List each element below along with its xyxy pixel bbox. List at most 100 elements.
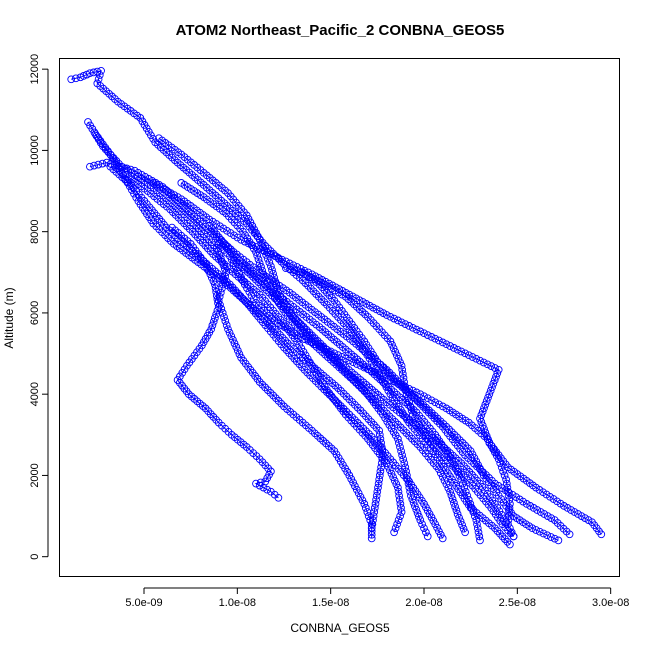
data-point: [382, 374, 391, 383]
data-point: [391, 524, 400, 533]
data-point: [400, 382, 409, 390]
data-point: [377, 443, 386, 451]
data-point: [227, 332, 236, 341]
data-point: [224, 325, 232, 334]
data-point: [397, 381, 406, 390]
data-point: [370, 508, 379, 516]
data-point: [420, 392, 428, 401]
data-point: [361, 504, 370, 512]
data-point: [359, 409, 368, 418]
data-point: [455, 513, 463, 522]
data-point: [377, 459, 386, 468]
data-point: [132, 193, 141, 202]
data-point: [325, 391, 334, 399]
data-point: [278, 255, 286, 264]
data-point: [171, 231, 180, 240]
data-point: [211, 284, 220, 293]
data-point: [450, 430, 459, 439]
x-tick-label: 3.0e-08: [592, 597, 629, 609]
data-point: [415, 512, 423, 521]
data-point: [366, 392, 374, 401]
data-point: [390, 314, 398, 323]
data-points-layer: [67, 66, 606, 549]
data-point: [498, 532, 507, 541]
data-point: [378, 363, 387, 372]
data-point: [483, 360, 492, 369]
data-point: [324, 348, 333, 356]
data-point: [430, 411, 439, 420]
data-point: [175, 378, 184, 387]
data-point: [224, 281, 232, 290]
data-point: [259, 283, 268, 292]
data-point: [355, 305, 364, 314]
data-point: [258, 266, 267, 275]
data-point: [266, 388, 275, 397]
data-point: [260, 306, 268, 315]
data-point: [128, 186, 136, 194]
data-point: [274, 493, 283, 502]
data-point: [431, 398, 440, 407]
data-point: [209, 250, 217, 258]
data-point: [409, 406, 418, 414]
data-point: [165, 151, 174, 159]
data-point: [218, 276, 227, 285]
data-point: [327, 350, 336, 359]
data-point: [211, 314, 219, 322]
data-point: [401, 398, 410, 407]
data-point: [439, 420, 448, 428]
data-point: [452, 506, 461, 515]
series-line: [218, 243, 515, 537]
data-point: [388, 415, 397, 423]
data-point: [294, 317, 302, 326]
data-point: [202, 232, 211, 241]
data-point: [352, 302, 361, 311]
data-point: [213, 306, 222, 315]
data-point: [291, 314, 300, 323]
data-point: [226, 284, 235, 292]
x-tick-label: 1.5e-08: [312, 597, 349, 609]
data-point: [466, 500, 475, 508]
data-point: [243, 299, 252, 308]
data-point: [487, 362, 496, 370]
data-point: [405, 322, 413, 330]
data-point: [391, 347, 400, 356]
data-point: [398, 451, 406, 459]
data-point: [375, 475, 384, 484]
data-point: [272, 394, 280, 403]
data-point: [314, 292, 323, 301]
series-profile: [177, 179, 469, 537]
data-point: [345, 471, 354, 480]
data-point: [412, 408, 421, 417]
data-point: [500, 471, 509, 480]
data-point: [456, 436, 464, 445]
data-point: [376, 467, 385, 476]
data-point: [505, 495, 514, 504]
data-point: [159, 146, 168, 154]
data-point: [403, 475, 412, 484]
data-point: [397, 508, 406, 516]
data-point: [397, 447, 405, 455]
data-point: [502, 475, 510, 484]
x-tick-label: 2.5e-08: [499, 597, 536, 609]
data-point: [205, 235, 213, 244]
data-point: [310, 334, 319, 342]
data-point: [435, 465, 443, 474]
data-point: [431, 334, 440, 343]
data-point: [428, 409, 436, 417]
data-point: [476, 536, 484, 545]
data-point: [271, 294, 279, 303]
data-point: [229, 335, 237, 344]
data-point: [257, 304, 266, 312]
data-point: [367, 418, 376, 426]
data-point: [371, 368, 380, 377]
data-point: [472, 354, 481, 363]
data-point: [399, 426, 408, 435]
data-point: [361, 310, 370, 319]
data-point: [257, 280, 265, 289]
data-point: [447, 428, 456, 436]
data-point: [155, 225, 164, 234]
data-point: [245, 287, 254, 296]
data-point: [547, 533, 555, 541]
data-point: [185, 225, 194, 233]
data-point: [339, 389, 348, 398]
